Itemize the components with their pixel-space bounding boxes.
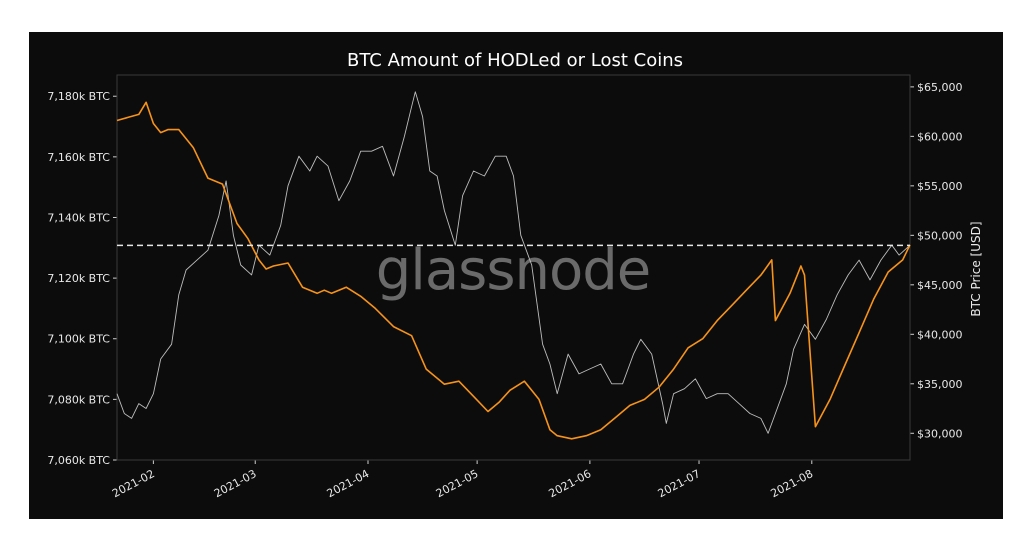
x-tick-label: 2021-06 (547, 467, 594, 500)
plot-frame (116, 74, 911, 461)
left-axis-ticks: 7,060k BTC 7,080k BTC 7,100k BTC 7,120k BTC… (47, 90, 117, 467)
right-tick-label: $50,000 (917, 229, 963, 242)
left-tick-label: 7,140k BTC (47, 211, 110, 224)
x-tick-label: 2021-03 (212, 467, 259, 500)
x-tick-label: 2021-07 (656, 467, 703, 500)
right-tick-label: $35,000 (917, 378, 963, 391)
chart-panel: BTC Amount of HODLed or Lost Coins glass… (29, 32, 1003, 519)
left-tick-label: 7,120k BTC (47, 272, 110, 285)
right-tick-label: $65,000 (917, 81, 963, 94)
hodl-amount-line (116, 101, 911, 440)
right-tick-label: $60,000 (917, 130, 963, 143)
left-tick-label: 7,160k BTC (47, 151, 110, 164)
glassnode-watermark: glassnode (376, 238, 651, 303)
left-tick-label: 7,080k BTC (47, 393, 110, 406)
right-axis-label: BTC Price [USD] (969, 221, 983, 316)
chart-title: BTC Amount of HODLed or Lost Coins (347, 50, 683, 71)
x-tick-label: 2021-08 (769, 467, 816, 500)
x-axis-ticks: 2021-02 2021-03 2021-04 2021-05 2021-06 2021-… (110, 460, 815, 500)
x-tick-label: 2021-05 (434, 467, 481, 500)
left-tick-label: 7,060k BTC (47, 454, 110, 467)
right-tick-label: $45,000 (917, 279, 963, 292)
btc-price-line (116, 91, 911, 434)
x-tick-label: 2021-02 (110, 467, 157, 500)
right-tick-label: $30,000 (917, 427, 963, 440)
x-tick-label: 2021-04 (325, 467, 372, 500)
right-tick-label: $40,000 (917, 328, 963, 341)
left-tick-label: 7,180k BTC (47, 90, 110, 103)
hodl-chart: BTC Amount of HODLed or Lost Coins glass… (47, 50, 983, 500)
left-tick-label: 7,100k BTC (47, 333, 110, 346)
right-axis-ticks: $30,000 $35,000 $40,000 $45,000 $50,000 $55,0… (910, 81, 963, 440)
series-layer (116, 91, 911, 440)
right-tick-label: $55,000 (917, 180, 963, 193)
